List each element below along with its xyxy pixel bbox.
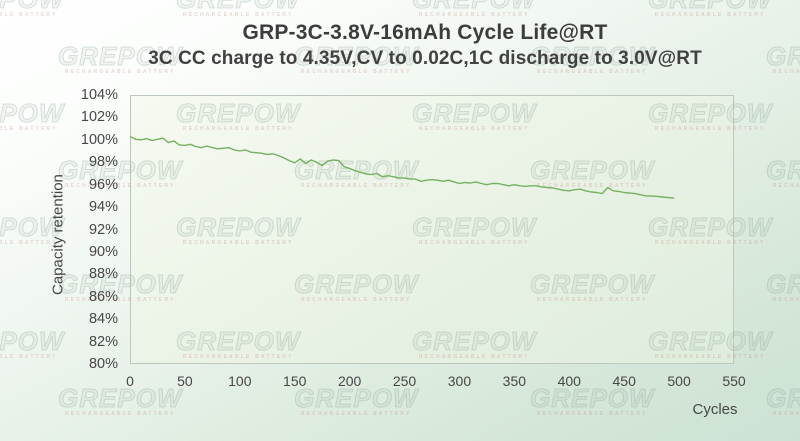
grepow-watermark-subtext: RECHARGEABLE BATTERY xyxy=(772,411,800,417)
grepow-watermark-text: GREPOW xyxy=(765,383,800,413)
y-tick-label: 88% xyxy=(88,266,118,283)
chart-subtitle: 3C CC charge to 4.35V,CV to 0.02C,1C dis… xyxy=(148,48,702,69)
grepow-watermark-subtext: RECHARGEABLE BATTERY xyxy=(300,411,412,417)
x-tick-label: 550 xyxy=(722,373,746,389)
y-axis-ticks: 104% 102% 100% 98% 96% 94% 92% 90% 88% 86% 84% 82% 8… xyxy=(0,87,118,372)
x-axis-ticks: 0 50 100 150 200 250 300 350 400 450 500 550 xyxy=(126,373,746,391)
x-tick-label: 250 xyxy=(392,373,417,389)
y-tick-label: 90% xyxy=(88,243,118,260)
x-tick-label: 200 xyxy=(337,373,362,389)
y-tick-label: 102% xyxy=(80,109,118,126)
grepow-watermark-text: GREPOW xyxy=(765,41,800,71)
x-tick-label: 100 xyxy=(228,373,252,389)
capacity-retention-line xyxy=(130,135,675,199)
x-tick-label: 350 xyxy=(502,373,527,389)
grepow-watermark-subtext: RECHARGEABLE BATTERY xyxy=(300,69,412,75)
x-tick-label: 500 xyxy=(667,373,691,389)
y-tick-label: 96% xyxy=(88,176,118,193)
grepow-watermark-subtext: RECHARGEABLE BATTERY xyxy=(536,69,648,75)
grepow-watermark-text: GREPOW xyxy=(765,155,800,185)
chart-title: GRP-3C-3.8V-16mAh Cycle Life@RT xyxy=(242,21,608,44)
x-tick-label: 50 xyxy=(177,373,193,389)
grepow-watermark-subtext: RECHARGEABLE BATTERY xyxy=(772,183,800,189)
x-tick-label: 0 xyxy=(126,373,134,389)
y-tick-label: 86% xyxy=(88,288,118,305)
y-tick-label: 92% xyxy=(88,221,118,238)
grepow-watermark-subtext: RECHARGEABLE BATTERY xyxy=(0,12,58,18)
grepow-watermark-subtext: RECHARGEABLE BATTERY xyxy=(772,297,800,303)
x-tick-label: 400 xyxy=(557,373,581,389)
x-axis-title: Cycles xyxy=(692,401,738,418)
y-tick-label: 104% xyxy=(80,87,118,103)
x-tick-label: 300 xyxy=(447,373,472,389)
x-tick-label: 150 xyxy=(283,373,307,389)
y-tick-label: 82% xyxy=(88,333,118,350)
grepow-watermark-text: GREPOW xyxy=(0,0,64,13)
grepow-watermark-subtext: RECHARGEABLE BATTERY xyxy=(64,69,176,75)
grepow-watermark-text: GREPOW xyxy=(765,269,800,299)
grepow-watermark-subtext: RECHARGEABLE BATTERY xyxy=(536,411,648,417)
y-tick-label: 94% xyxy=(88,199,118,216)
y-tick-label: 98% xyxy=(88,154,118,171)
plot-area xyxy=(130,95,734,364)
x-tick-label: 450 xyxy=(612,373,636,389)
y-tick-label: 100% xyxy=(80,131,118,148)
chart-header: GRP-3C-3.8V-16mAh Cycle Life@RT 3C CC ch… xyxy=(125,0,725,70)
y-tick-label: 84% xyxy=(88,311,118,328)
grepow-watermark-subtext: RECHARGEABLE BATTERY xyxy=(772,69,800,75)
capacity-line-svg xyxy=(130,135,675,199)
grepow-watermark-subtext: RECHARGEABLE BATTERY xyxy=(64,411,176,417)
y-tick-label: 80% xyxy=(88,356,118,372)
